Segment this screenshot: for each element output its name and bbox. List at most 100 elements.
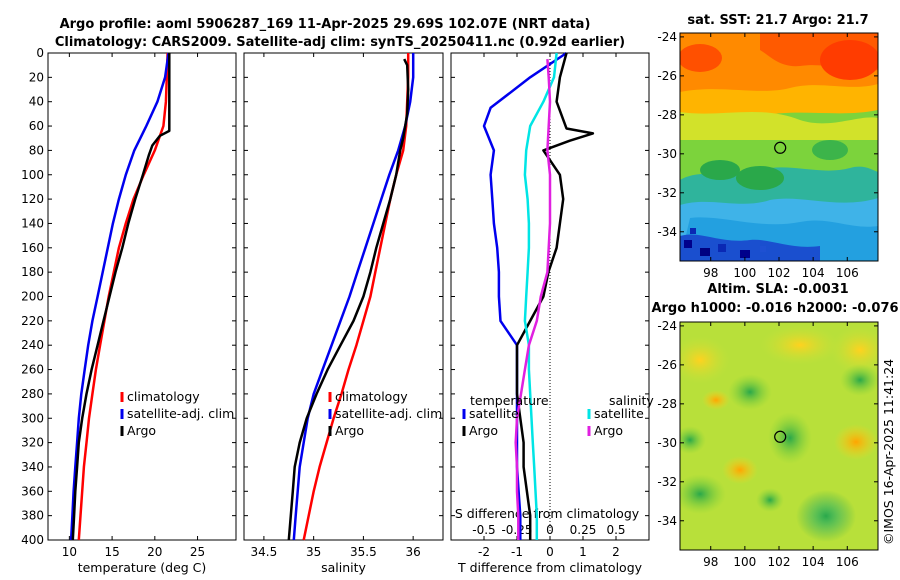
salinity-xtick-label: 35.5 bbox=[350, 545, 377, 559]
legend-label: Argo bbox=[469, 423, 498, 438]
legend-label: Argo bbox=[594, 423, 623, 438]
sst-map-image bbox=[680, 33, 878, 261]
sst-map-title: sat. SST: 21.7 Argo: 21.7 bbox=[687, 13, 868, 28]
depth-tick-label: 140 bbox=[21, 216, 44, 230]
title-line1: Argo profile: aoml 5906287_169 11-Apr-20… bbox=[60, 17, 591, 32]
sst_map-ytick-label: -24 bbox=[657, 30, 677, 44]
legend-label: Argo bbox=[127, 423, 156, 438]
depth-tick-label: 160 bbox=[21, 241, 44, 255]
temperature-panel: 0 20 40 60 80 100 120 140 160 180 200 220 240 260 280 3… bbox=[21, 46, 237, 575]
sst_map-xtick-label: 106 bbox=[836, 266, 859, 280]
difference-series-argo-t-diff bbox=[515, 52, 595, 540]
difference-xtick-label: -2 bbox=[478, 545, 490, 559]
legend-title-salinity: salinity bbox=[609, 393, 654, 408]
depth-tick-label: 20 bbox=[29, 70, 44, 84]
temperature-series-satellite-adj-clim bbox=[69, 52, 170, 541]
sst_map-xtick-label: 104 bbox=[802, 266, 825, 280]
depth-tick-label: 320 bbox=[21, 436, 44, 450]
title-line2: Climatology: CARS2009. Satellite-adj cli… bbox=[55, 35, 625, 50]
legend-label: satellite bbox=[594, 406, 644, 421]
difference-xtick-label: 1 bbox=[579, 545, 587, 559]
difference-xtick-label: -1 bbox=[511, 545, 523, 559]
sla_map-ytick-label: -26 bbox=[657, 358, 677, 372]
salinity-diff-tick-label: 0.25 bbox=[570, 523, 597, 537]
difference-panel: -2 -1 0 1 2T difference from climatology -0.5… bbox=[450, 51, 654, 575]
depth-tick-label: 400 bbox=[21, 533, 44, 547]
temperature-xtick-label: 20 bbox=[147, 545, 162, 559]
depth-tick-label: 200 bbox=[21, 290, 44, 304]
sst_map-ytick-label: -30 bbox=[657, 147, 677, 161]
depth-tick-label: 240 bbox=[21, 338, 44, 352]
salinity-xtick-label: 35 bbox=[306, 545, 321, 559]
temperature-xtick-label: 15 bbox=[104, 545, 119, 559]
sst_map-ytick-label: -26 bbox=[657, 69, 677, 83]
legend-label: Argo bbox=[335, 423, 364, 438]
sla_map-xtick-label: 102 bbox=[768, 555, 791, 569]
legend-label: satellite-adj. clim bbox=[335, 406, 442, 421]
sst_map-ytick-label: -34 bbox=[657, 225, 677, 239]
salinity-diff-tick-label: -0.5 bbox=[472, 523, 495, 537]
temperature-series-climatology bbox=[77, 52, 169, 541]
depth-tick-label: 340 bbox=[21, 460, 44, 474]
sla-map-title1: Altim. SLA: -0.0031 bbox=[707, 282, 848, 297]
sla_map-ytick-label: -30 bbox=[657, 436, 677, 450]
temperature-xtick-label: 25 bbox=[190, 545, 205, 559]
temperature-xtick-label: 10 bbox=[62, 545, 77, 559]
salinity-frame bbox=[243, 52, 444, 541]
depth-tick-label: 360 bbox=[21, 484, 44, 498]
sla_map-xtick-label: 100 bbox=[733, 555, 756, 569]
salinity-xtick-label: 36 bbox=[406, 545, 421, 559]
depth-tick-label: 80 bbox=[29, 143, 44, 157]
sla_map-xtick-label: 106 bbox=[836, 555, 859, 569]
sst-map-axes: 98 100 102 104 106 -24 -26 -28 -30 -32 -34 bbox=[657, 30, 878, 280]
difference-xlabel: T difference from climatology bbox=[457, 560, 643, 575]
legend-label: satellite bbox=[469, 406, 519, 421]
depth-tick-label: 260 bbox=[21, 363, 44, 377]
salinity-xlabel: salinity bbox=[321, 560, 366, 575]
depth-tick-label: 0 bbox=[36, 46, 44, 60]
salinity-xtick-label: 34.5 bbox=[251, 545, 278, 559]
sst_map-xtick-label: 98 bbox=[703, 266, 718, 280]
sla_map-xtick-label: 98 bbox=[703, 555, 718, 569]
salinity-series-climatology bbox=[302, 53, 410, 541]
sla_map-ytick-label: -34 bbox=[657, 514, 677, 528]
depth-tick-label: 60 bbox=[29, 119, 44, 133]
legend-label: satellite-adj. clim bbox=[127, 406, 234, 421]
legend-label: climatology bbox=[335, 389, 408, 404]
sla_map-ytick-label: -28 bbox=[657, 397, 677, 411]
sla-map-axes: 98 100 102 104 106 -24 -26 -28 -30 -32 -34 bbox=[657, 319, 878, 569]
salinity-diff-tick-label: 0.5 bbox=[606, 523, 625, 537]
depth-tick-label: 40 bbox=[29, 95, 44, 109]
depth-tick-label: 220 bbox=[21, 314, 44, 328]
difference-xtick-label: 0 bbox=[546, 545, 554, 559]
depth-tick-label: 300 bbox=[21, 411, 44, 425]
salinity-series-satellite-adj-clim bbox=[292, 53, 415, 541]
sla_map-ytick-label: -24 bbox=[657, 319, 677, 333]
salinity-diff-axis-label: S difference from climatology bbox=[455, 506, 640, 521]
difference-series-argo-s-diff bbox=[514, 59, 552, 540]
legend-label: climatology bbox=[127, 389, 200, 404]
depth-tick-label: 180 bbox=[21, 265, 44, 279]
temperature-series-argo bbox=[71, 53, 171, 541]
difference-series-satellite-s-diff bbox=[523, 52, 558, 540]
salinity-panel: 34.5 35 35.5 36 salinity climatology satellite… bbox=[243, 52, 444, 575]
legend-title-temperature: temperature bbox=[470, 393, 549, 408]
argo-location-marker bbox=[774, 141, 787, 154]
argo-location-marker bbox=[774, 430, 787, 443]
sst_map-xtick-label: 100 bbox=[733, 266, 756, 280]
sla_map-xtick-label: 104 bbox=[802, 555, 825, 569]
sst_map-xtick-label: 102 bbox=[768, 266, 791, 280]
depth-tick-label: 120 bbox=[21, 192, 44, 206]
depth-tick-label: 100 bbox=[21, 168, 44, 182]
salinity-series-argo bbox=[287, 58, 410, 541]
sla-map-title2: Argo h1000: -0.016 h2000: -0.076 bbox=[651, 301, 898, 316]
footer-timestamp: ©IMOS 16-Apr-2025 11:41:24 bbox=[881, 359, 896, 545]
sla-map-image bbox=[680, 322, 878, 550]
sst_map-ytick-label: -28 bbox=[657, 108, 677, 122]
sst_map-ytick-label: -32 bbox=[657, 186, 677, 200]
temperature-xlabel: temperature (deg C) bbox=[78, 560, 207, 575]
salinity-diff-tick-label: 0 bbox=[546, 523, 554, 537]
depth-tick-label: 380 bbox=[21, 509, 44, 523]
sla_map-ytick-label: -32 bbox=[657, 475, 677, 489]
